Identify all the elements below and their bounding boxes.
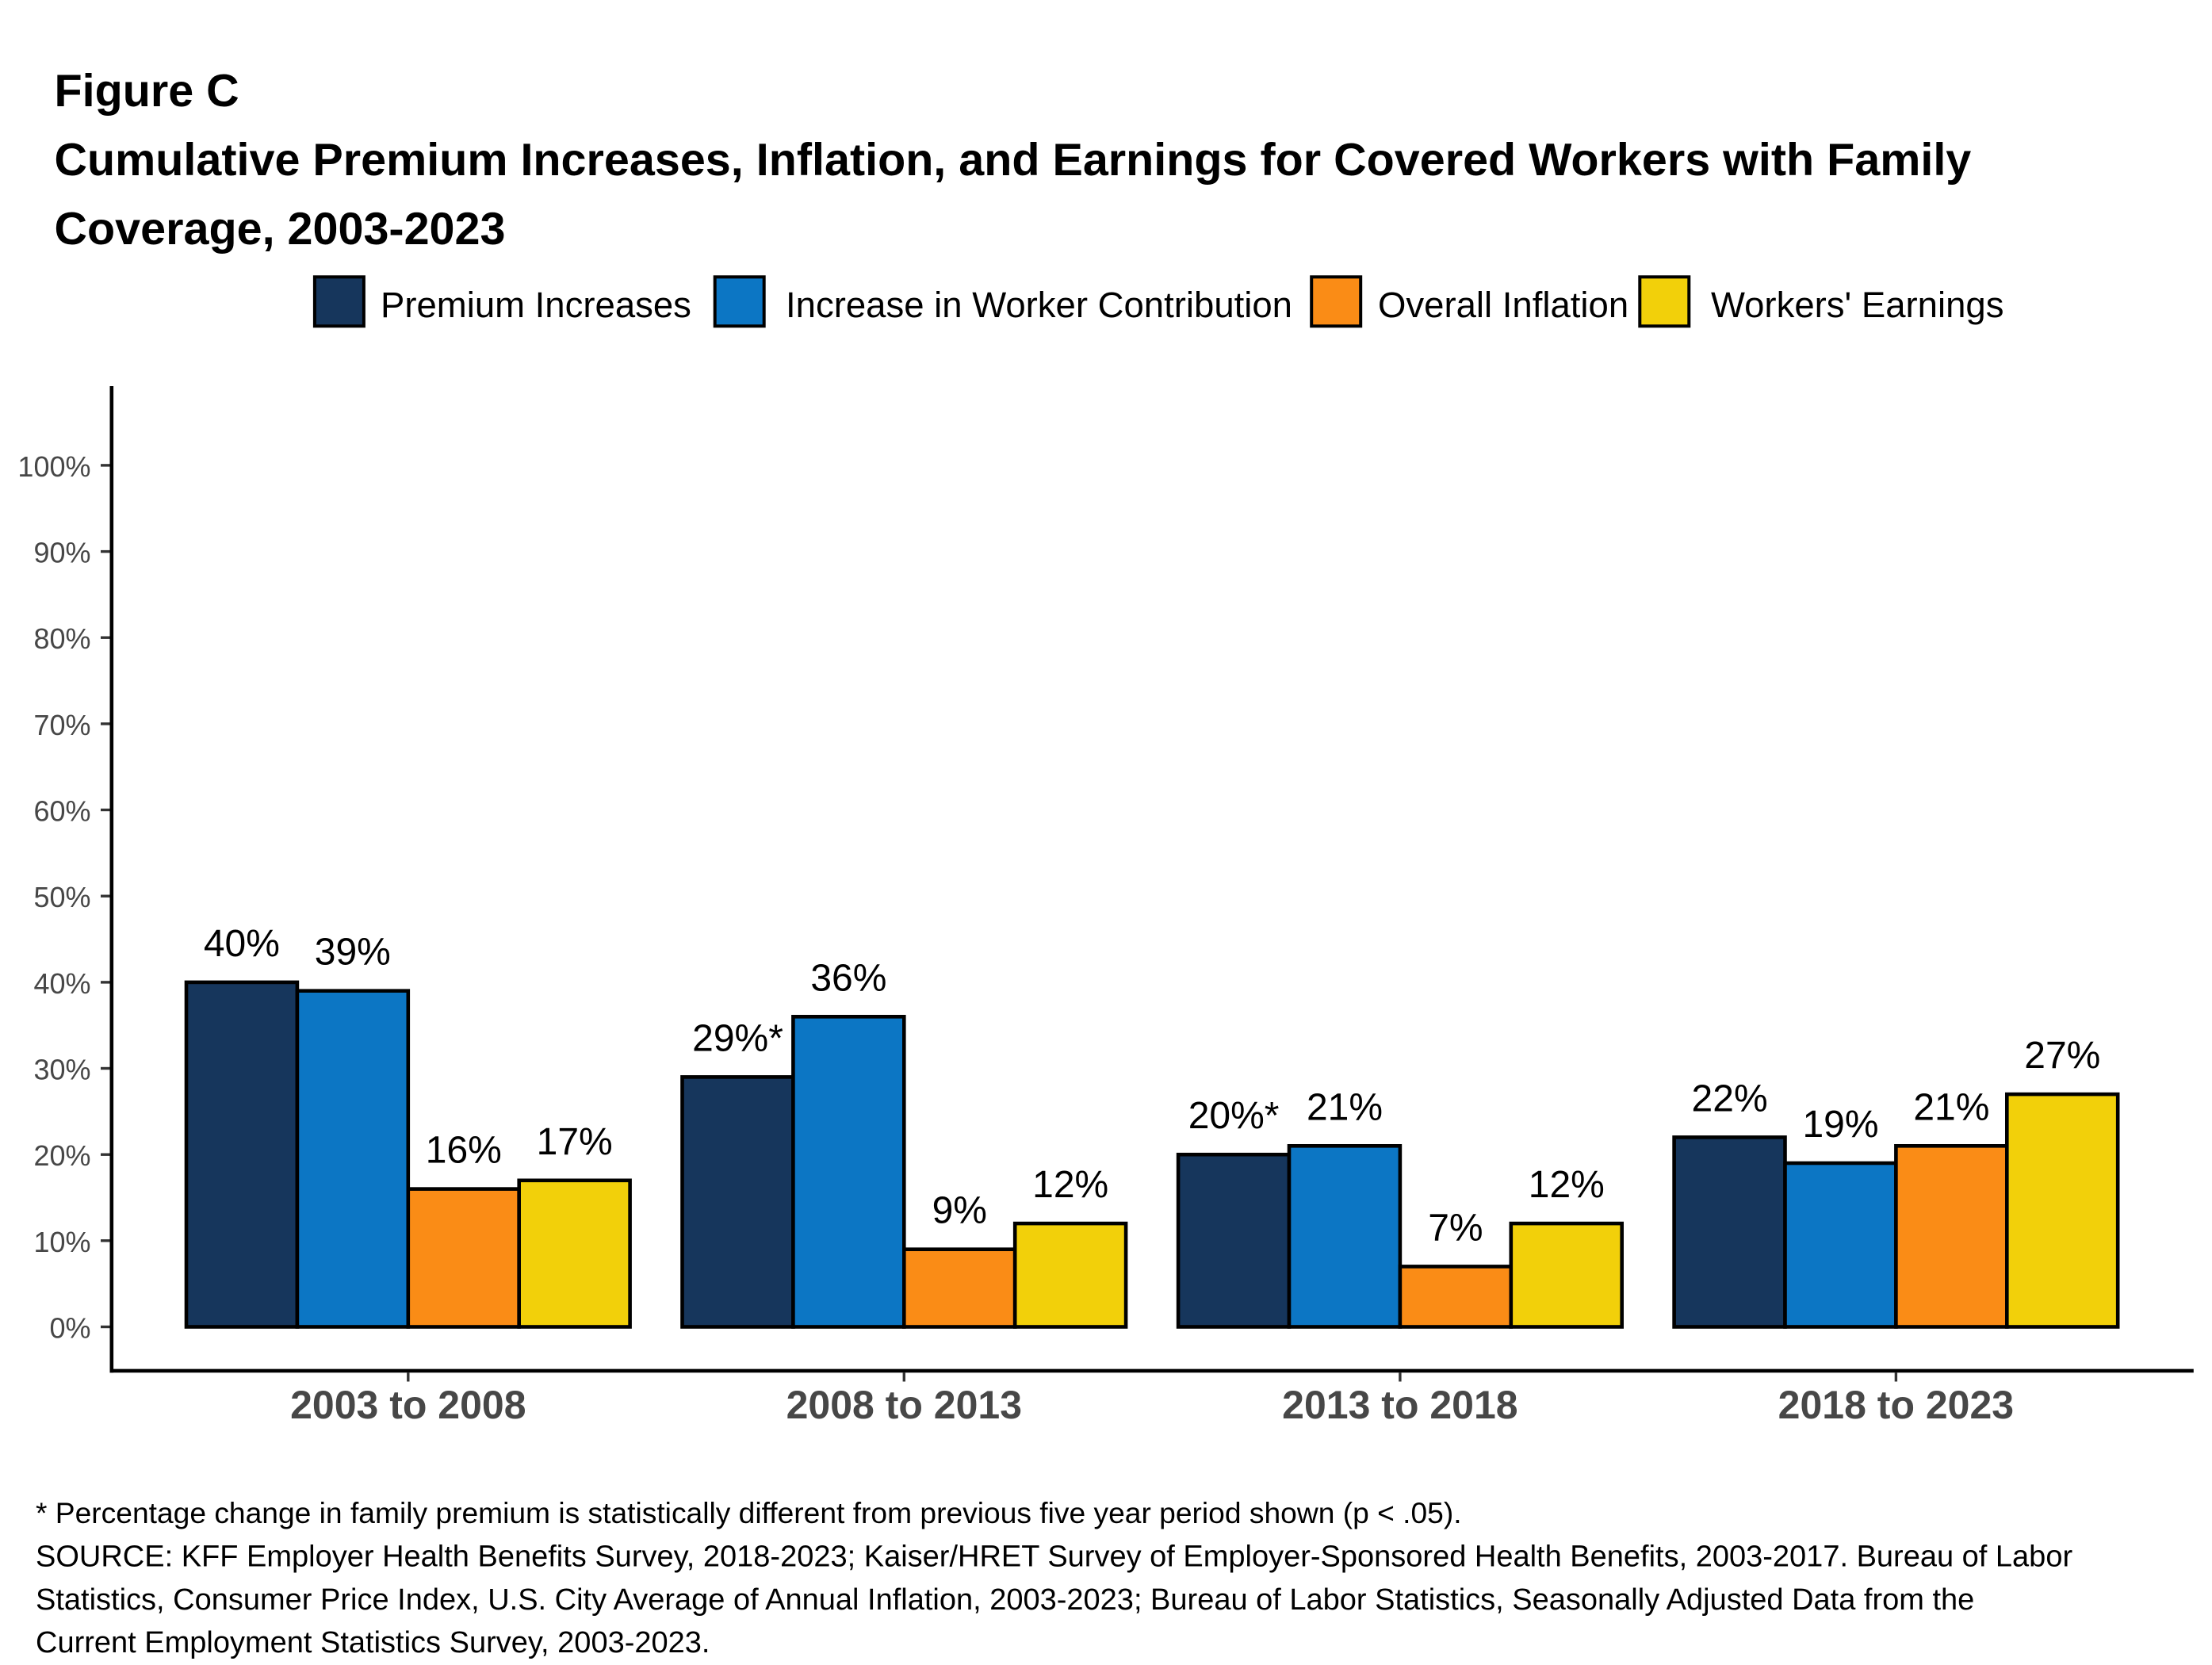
svg-text:Increase in Worker Contributio: Increase in Worker Contribution — [786, 285, 1292, 325]
svg-text:21%: 21% — [1913, 1086, 1989, 1128]
svg-text:Statistics, Consumer Price Ind: Statistics, Consumer Price Index, U.S. C… — [36, 1583, 1974, 1617]
svg-text:80%: 80% — [33, 622, 90, 655]
svg-text:22%: 22% — [1692, 1077, 1768, 1120]
svg-text:27%: 27% — [2024, 1035, 2100, 1077]
svg-text:36%: 36% — [810, 957, 886, 999]
svg-text:2008 to 2013: 2008 to 2013 — [786, 1383, 1022, 1427]
svg-text:Cumulative Premium Increases,: Cumulative Premium Increases, Inflation,… — [55, 135, 1972, 186]
svg-text:Premium Increases: Premium Increases — [381, 285, 691, 325]
svg-text:Current Employment Statistics: Current Employment Statistics Survey, 20… — [36, 1626, 710, 1659]
svg-text:Coverage, 2003-2023: Coverage, 2003-2023 — [55, 204, 506, 255]
svg-text:30%: 30% — [33, 1054, 90, 1086]
svg-text:50%: 50% — [33, 881, 90, 913]
svg-text:Workers' Earnings: Workers' Earnings — [1711, 285, 2003, 325]
svg-text:40%: 40% — [204, 923, 280, 965]
svg-text:2003 to 2008: 2003 to 2008 — [290, 1383, 526, 1427]
svg-text:17%: 17% — [537, 1121, 613, 1163]
svg-text:20%*: 20%* — [1188, 1095, 1280, 1137]
svg-text:16%: 16% — [426, 1130, 502, 1172]
svg-text:29%*: 29%* — [692, 1017, 783, 1059]
svg-text:100%: 100% — [17, 450, 90, 483]
svg-text:20%: 20% — [33, 1139, 90, 1172]
svg-text:21%: 21% — [1307, 1086, 1383, 1128]
svg-text:Overall Inflation: Overall Inflation — [1378, 285, 1628, 325]
svg-text:10%: 10% — [33, 1226, 90, 1258]
svg-text:19%: 19% — [1802, 1104, 1878, 1146]
svg-text:12%: 12% — [1032, 1164, 1108, 1206]
svg-text:40%: 40% — [33, 967, 90, 1000]
svg-text:2018 to 2023: 2018 to 2023 — [1778, 1383, 2014, 1427]
svg-text:12%: 12% — [1529, 1164, 1605, 1206]
svg-text:2013 to 2018: 2013 to 2018 — [1282, 1383, 1517, 1427]
svg-text:SOURCE: KFF Employer Health Be: SOURCE: KFF Employer Health Benefits Sur… — [36, 1541, 2072, 1574]
svg-text:7%: 7% — [1428, 1207, 1483, 1249]
svg-text:39%: 39% — [315, 932, 391, 974]
svg-text:0%: 0% — [49, 1312, 90, 1345]
svg-text:90%: 90% — [33, 537, 90, 569]
svg-text:9%: 9% — [932, 1190, 987, 1232]
svg-text:70%: 70% — [33, 709, 90, 741]
svg-text:60%: 60% — [33, 795, 90, 828]
svg-text:* Percentage change in family: * Percentage change in family premium is… — [36, 1496, 1462, 1529]
svg-text:Figure C: Figure C — [55, 66, 239, 117]
